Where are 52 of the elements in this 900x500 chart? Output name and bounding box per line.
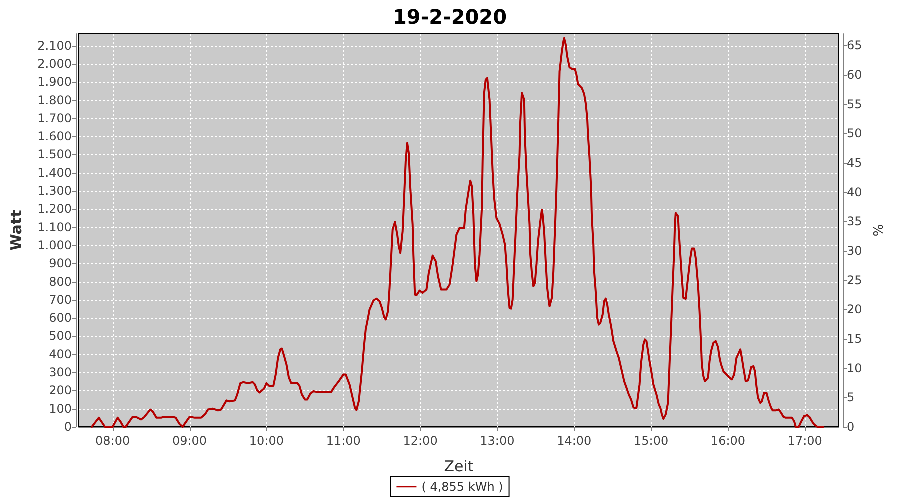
- y-tick-label: 400: [49, 347, 72, 362]
- y2-tick-label: 10: [847, 361, 862, 376]
- y-tick-label: 1.600: [38, 130, 72, 144]
- y2-tick-label: 0: [847, 420, 855, 434]
- y2-tick-label: 15: [847, 332, 862, 346]
- y2-tick-label: 45: [847, 156, 862, 170]
- y2-tick-label: 55: [847, 97, 862, 112]
- y-tick-label: 700: [49, 292, 72, 307]
- y-tick-label: 1.100: [38, 220, 72, 234]
- y-axis-title: Watt: [8, 210, 26, 251]
- y2-tick-label: 40: [847, 185, 862, 200]
- legend-label: ( 4,855 kWh ): [422, 480, 504, 494]
- y-tick-label: 100: [49, 402, 72, 416]
- y-tick-label: 600: [49, 311, 72, 326]
- chart-title: 19-2-2020: [392, 5, 508, 29]
- y-tick-label: 800: [49, 274, 72, 289]
- y-tick-label: 900: [49, 256, 72, 271]
- y-tick-label: 500: [49, 329, 72, 344]
- x-tick-label: 10:00: [249, 434, 284, 448]
- y-tick-label: 1.000: [38, 238, 72, 252]
- x-tick-label: 13:00: [480, 434, 515, 448]
- x-tick-label: 09:00: [172, 434, 208, 448]
- y-tick-label: 2.100: [38, 38, 72, 53]
- y2-tick-label: 50: [847, 126, 862, 141]
- y-tick-label: 1.400: [38, 166, 72, 180]
- y-tick-label: 1.900: [38, 75, 72, 90]
- y-tick-label: 2.000: [38, 56, 72, 71]
- y2-tick-label: 30: [847, 244, 862, 258]
- y-tick-label: 1.500: [38, 148, 72, 162]
- x-axis-title: Zeit: [444, 458, 474, 476]
- y2-tick-label: 35: [847, 214, 862, 229]
- y2-axis-title: %: [872, 224, 888, 237]
- y-tick-label: 0: [64, 420, 72, 434]
- y2-tick-label: 5: [847, 390, 855, 405]
- y-tick-label: 300: [49, 366, 72, 380]
- y-tick-label: 1.200: [38, 202, 72, 216]
- y-tick-label: 1.700: [38, 111, 72, 126]
- x-tick-label: 11:00: [326, 434, 361, 448]
- y2-tick-label: 65: [847, 38, 862, 53]
- line-series: [91, 37, 825, 428]
- x-tick-label: 08:00: [96, 434, 130, 448]
- x-tick-label: 17:00: [788, 434, 822, 448]
- y-tick-label: 1.800: [38, 93, 72, 108]
- y2-tick-label: 20: [847, 302, 862, 317]
- x-tick-label: 15:00: [634, 434, 669, 448]
- y2-tick-label: 60: [847, 68, 862, 82]
- y-tick-label: 200: [49, 384, 72, 398]
- y-tick-label: 1.300: [38, 184, 72, 198]
- x-tick-label: 12:00: [403, 434, 438, 448]
- x-tick-label: 14:00: [557, 434, 592, 448]
- x-tick-label: 16:00: [710, 434, 746, 448]
- y2-tick-label: 25: [847, 273, 862, 288]
